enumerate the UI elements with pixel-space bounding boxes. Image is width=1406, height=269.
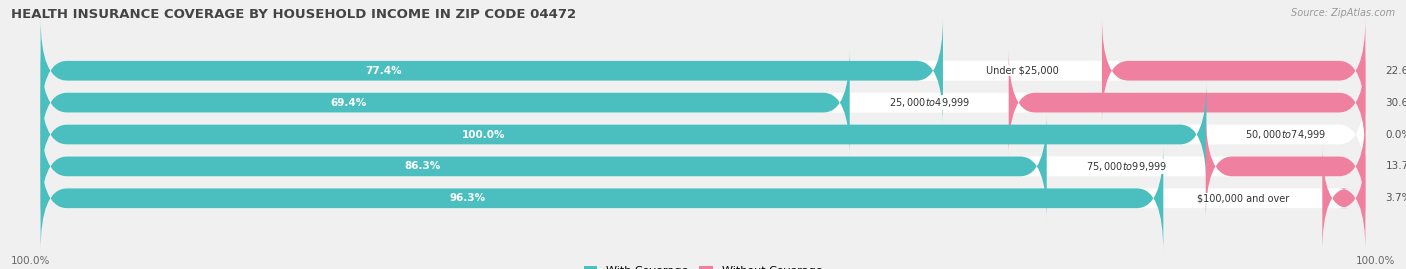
FancyBboxPatch shape [41,81,1365,188]
Text: HEALTH INSURANCE COVERAGE BY HOUSEHOLD INCOME IN ZIP CODE 04472: HEALTH INSURANCE COVERAGE BY HOUSEHOLD I… [11,8,576,21]
FancyBboxPatch shape [41,49,1365,157]
FancyBboxPatch shape [41,17,1365,125]
FancyBboxPatch shape [1206,112,1365,220]
Text: 100.0%: 100.0% [461,129,505,140]
FancyBboxPatch shape [41,49,849,157]
Text: Source: ZipAtlas.com: Source: ZipAtlas.com [1291,8,1395,18]
Text: 100.0%: 100.0% [1355,256,1395,266]
Text: 77.4%: 77.4% [366,66,402,76]
FancyBboxPatch shape [1102,17,1365,125]
Text: 69.4%: 69.4% [330,98,366,108]
Text: $50,000 to $74,999: $50,000 to $74,999 [1246,128,1326,141]
FancyBboxPatch shape [41,17,943,125]
Text: 30.6%: 30.6% [1385,98,1406,108]
FancyBboxPatch shape [41,112,1365,220]
Text: 13.7%: 13.7% [1385,161,1406,171]
Text: 3.7%: 3.7% [1385,193,1406,203]
FancyBboxPatch shape [1322,144,1365,252]
FancyBboxPatch shape [1008,49,1365,157]
Text: 22.6%: 22.6% [1385,66,1406,76]
Text: 96.3%: 96.3% [449,193,485,203]
Text: 86.3%: 86.3% [405,161,441,171]
Text: 100.0%: 100.0% [11,256,51,266]
FancyBboxPatch shape [41,81,1206,188]
Legend: With Coverage, Without Coverage: With Coverage, Without Coverage [579,261,827,269]
Text: $75,000 to $99,999: $75,000 to $99,999 [1085,160,1167,173]
FancyBboxPatch shape [41,144,1365,252]
Text: $100,000 and over: $100,000 and over [1197,193,1289,203]
FancyBboxPatch shape [41,144,1163,252]
FancyBboxPatch shape [41,112,1046,220]
Text: $25,000 to $49,999: $25,000 to $49,999 [889,96,970,109]
Text: Under $25,000: Under $25,000 [986,66,1059,76]
Text: 0.0%: 0.0% [1385,129,1406,140]
